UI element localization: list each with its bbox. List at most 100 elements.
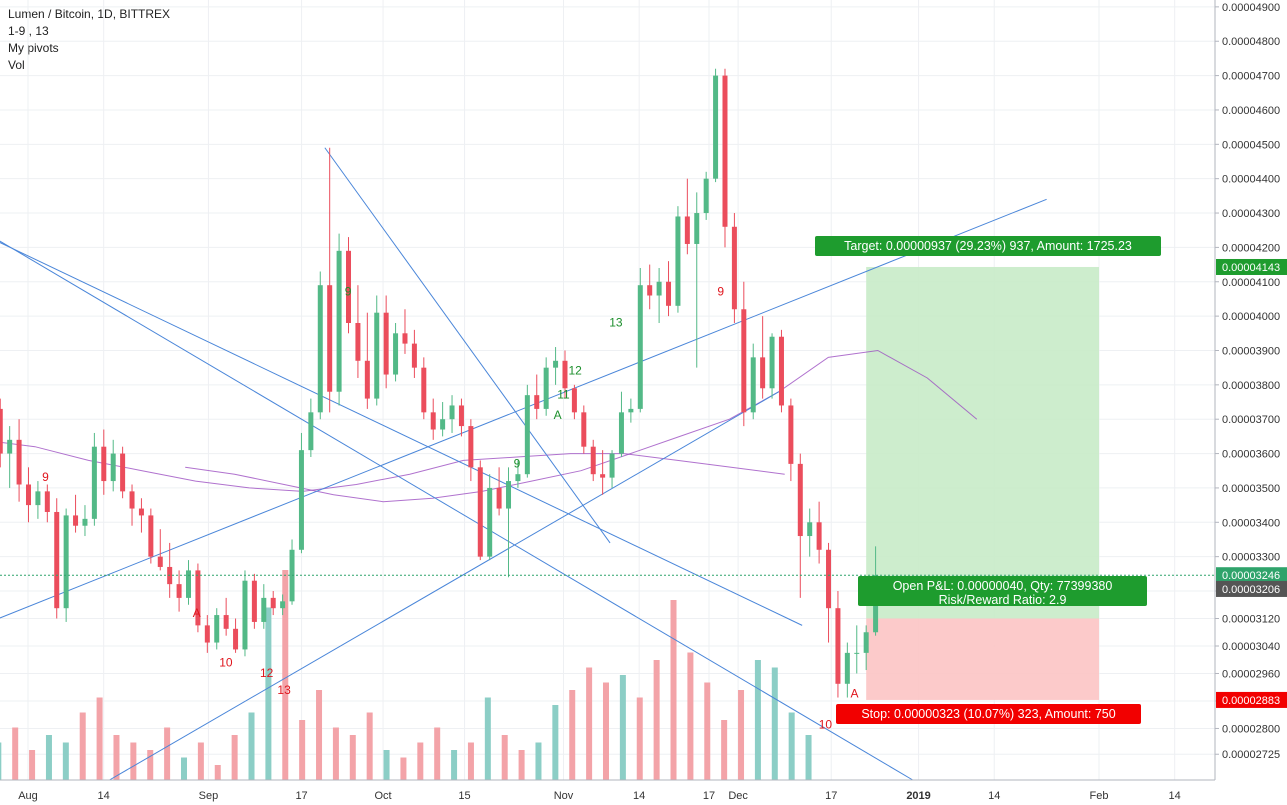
- stop-zone: [866, 618, 1099, 700]
- price-tick-label: 0.00003400: [1222, 517, 1280, 529]
- volume-bar: [130, 742, 137, 780]
- volume-bar: [687, 652, 694, 780]
- current-price-tag-box: [1216, 580, 1287, 597]
- volume-bar: [451, 750, 458, 780]
- position-labels: Target: 0.00000937 (29.23%) 937, Amount:…: [815, 236, 1161, 724]
- td-marker: A: [554, 408, 562, 422]
- candle-body: [336, 250, 342, 392]
- td-marker: 12: [568, 364, 582, 378]
- date-tick-label: 14: [98, 790, 110, 802]
- volume-bar: [501, 735, 508, 780]
- date-tick-label: 2019: [906, 790, 930, 802]
- candle-body: [383, 312, 389, 375]
- date-tick-label: Sep: [199, 790, 219, 802]
- volume-bar: [0, 742, 2, 780]
- candle-body: [694, 213, 700, 244]
- price-tick-label: 0.00003300: [1222, 552, 1280, 564]
- pnl-label-text: Open P&L: 0.00000040, Qty: 77399380: [893, 579, 1113, 593]
- volume-bar: [383, 750, 390, 780]
- volume-bar: [552, 705, 559, 780]
- pnl-label-box: [858, 576, 1147, 606]
- price-tick-label: 0.00004200: [1222, 242, 1280, 254]
- volume-bar: [788, 712, 795, 780]
- trend-line: [0, 240, 913, 781]
- volume-bar: [535, 742, 542, 780]
- volume-bar: [805, 735, 812, 780]
- target-label: Target: 0.00000937 (29.23%) 937, Amount:…: [815, 236, 1161, 256]
- volume-bar: [602, 682, 609, 780]
- td-marker: 9: [42, 470, 49, 484]
- volume-bar: [147, 750, 154, 780]
- volume-bar: [400, 757, 407, 780]
- price-tick-label: 0.00003900: [1222, 345, 1280, 357]
- pnl-label: Open P&L: 0.00000040, Qty: 77399380Risk/…: [858, 576, 1147, 607]
- candle-body: [807, 522, 813, 537]
- volume-bar: [29, 750, 36, 780]
- candle-body: [760, 357, 766, 389]
- candle-body: [600, 474, 606, 478]
- volume-bar: [79, 712, 86, 780]
- candle-body: [223, 615, 229, 629]
- volume-bar: [467, 742, 474, 780]
- candle-body: [741, 309, 747, 413]
- volume-bar: [180, 757, 187, 780]
- candle-body: [298, 450, 304, 550]
- ma-line-slow: [0, 441, 785, 492]
- legend-title: Lumen / Bitcoin, 1D, BITTREX: [8, 7, 171, 21]
- candle-body: [280, 601, 286, 609]
- candle-body: [393, 333, 399, 375]
- date-tick-label: Oct: [374, 790, 391, 802]
- price-tick-label: 0.00002960: [1222, 668, 1280, 680]
- trend-line: [109, 391, 780, 781]
- candle-body: [261, 597, 267, 622]
- legend-volume: Vol: [8, 58, 25, 72]
- candle-body: [788, 405, 794, 464]
- td-marker: 9: [514, 456, 521, 470]
- td-marker: 10: [219, 656, 233, 670]
- candle-body: [421, 367, 427, 413]
- last-price-tag-box: [1216, 567, 1287, 584]
- candle-body: [581, 412, 587, 447]
- trend-lines[interactable]: [0, 147, 1047, 781]
- price-axis[interactable]: 0.00004900 0.00004800 0.00004700 0.00004600…: [1214, 0, 1287, 780]
- volume-bar: [332, 727, 339, 780]
- price-tick-label: 0.00002725: [1222, 749, 1280, 761]
- price-tick-label: 0.00004300: [1222, 208, 1280, 220]
- candle-body: [543, 367, 549, 409]
- candle-body: [487, 487, 493, 557]
- candle-body: [524, 395, 530, 475]
- candle-body: [826, 549, 832, 609]
- stop-price-tag-text: 0.00002883: [1222, 695, 1280, 707]
- volume-bar: [349, 735, 356, 780]
- time-axis[interactable]: Aug 14 Sep 17 Oct 15 Nov 14 17 Dec 17 2019 14 Feb 14: [0, 779, 1215, 802]
- candle-body: [355, 322, 361, 361]
- candle-body: [628, 408, 634, 413]
- date-tick-label: Aug: [18, 790, 38, 802]
- candle-body: [186, 570, 192, 598]
- volume-bar: [518, 750, 525, 780]
- volume-bar: [265, 607, 272, 780]
- moving-averages: [0, 349, 978, 503]
- target-price-tag-box: [1216, 258, 1287, 275]
- candle-body: [402, 333, 408, 344]
- candle-body: [374, 312, 380, 399]
- price-tick-label: 0.00002800: [1222, 723, 1280, 735]
- date-tick-label: 14: [633, 790, 645, 802]
- volume-bar: [248, 712, 255, 780]
- candle-body: [364, 360, 370, 399]
- price-tick-label: 0.00003700: [1222, 414, 1280, 426]
- candle-body: [148, 515, 154, 557]
- volume-bar: [619, 675, 626, 780]
- candle-body: [63, 515, 69, 609]
- stop-label-box: [836, 704, 1141, 724]
- candle-body: [129, 491, 135, 509]
- candle-body: [101, 446, 107, 482]
- candle-body: [430, 412, 436, 430]
- candle-body: [656, 281, 662, 296]
- candle-body: [214, 615, 220, 643]
- pnl-label-text: Risk/Reward Ratio: 2.9: [939, 593, 1067, 607]
- price-tick-label: 0.00004400: [1222, 174, 1280, 186]
- td-marker: 9: [717, 285, 724, 299]
- volume-bar: [282, 570, 289, 780]
